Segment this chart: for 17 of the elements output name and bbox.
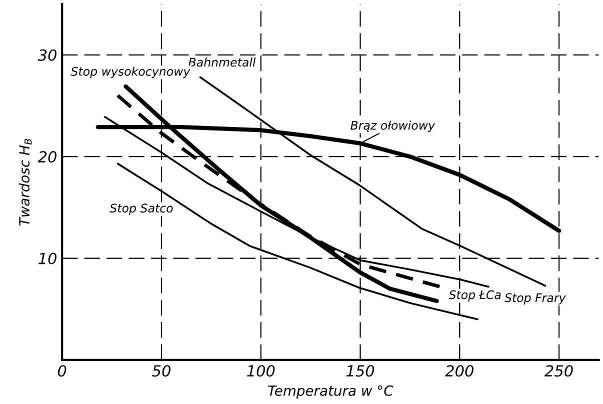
series-label: Stop ŁCa — [448, 290, 501, 302]
x-tick-label: 50 — [152, 365, 170, 377]
x-tick-label: 250 — [544, 365, 573, 377]
x-tick-label: 100 — [247, 365, 275, 377]
x-tick-label: 150 — [346, 365, 374, 377]
x-tick-label: 200 — [445, 365, 474, 377]
y-tick-label: 20 — [38, 151, 56, 163]
y-tick-label: 10 — [38, 252, 56, 264]
series-label: Brąz ołowiowy — [350, 120, 436, 132]
x-tick-label: 0 — [58, 365, 66, 377]
x-axis-title: Temperatura w °C — [268, 385, 394, 399]
y-axis-title: Twardosc H$_{B}$ — [18, 138, 32, 226]
series-label: Stop wysokocynowy — [70, 66, 190, 78]
y-tick-label: 30 — [38, 49, 56, 61]
series-label: Stop Satco — [110, 204, 173, 215]
series-label: Stop Frary — [504, 293, 566, 304]
series-label: Bahnmetall — [188, 58, 256, 67]
